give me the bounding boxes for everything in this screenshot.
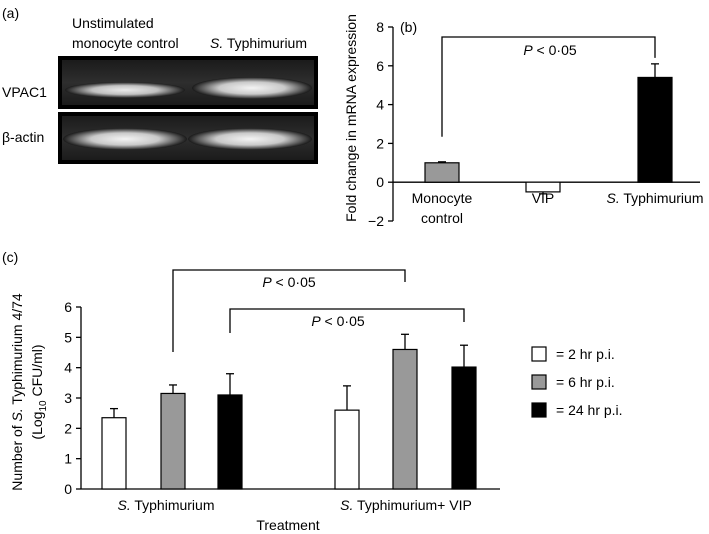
panel-b-chart: (b) Fold change in mRNA expression −2 0 2 4… xyxy=(343,14,704,229)
panel-c-x-axis-title: Treatment xyxy=(256,517,319,533)
panel-c-legend-swatch xyxy=(531,346,547,362)
panel-c-significance-bracket-24hr xyxy=(229,308,465,333)
panel-c-y-tick-label: 1 xyxy=(64,451,72,467)
band-vpac1-control xyxy=(65,82,185,98)
row-label-beta-actin: β-actin xyxy=(2,129,44,145)
panel-c-x-tick-label: S. Typhimurium xyxy=(117,497,214,513)
panel-b-y-tick-label: 6 xyxy=(376,58,384,74)
panel-c-y-tick-label: 0 xyxy=(64,481,72,497)
panel-c-bar xyxy=(392,348,418,490)
panel-c-bar xyxy=(451,366,477,490)
panel-c-p-value-6hr: P < 0·05 xyxy=(262,274,316,290)
panel-b-y-tick-label: −2 xyxy=(368,213,384,229)
panel-c-bar xyxy=(334,409,360,490)
panel-a: (a) Unstimulated monocyte control S. Typ… xyxy=(2,5,318,164)
panel-b-significance-bracket xyxy=(441,36,656,137)
panel-c-bar xyxy=(217,394,243,490)
panel-c-y-axis-title-line2: (Log10 CFU/ml) xyxy=(29,344,49,439)
panel-c-label: (c) xyxy=(2,249,18,265)
panel-c-p-value-24hr: P < 0·05 xyxy=(311,313,365,329)
panel-c-legend-label: = 24 hr p.i. xyxy=(556,402,623,418)
panel-c-legend-label: = 2 hr p.i. xyxy=(556,346,615,362)
panel-c-y-tick-label: 4 xyxy=(64,360,72,376)
band-actin-control xyxy=(63,128,187,150)
panel-b-x-tick-label: S. Typhimurium xyxy=(606,190,703,206)
band-vpac1-typhimurium xyxy=(192,77,312,99)
panel-c-chart: (c) Number of S. Typhimurium 4/74 (Log10… xyxy=(2,249,623,533)
panel-c-legend-swatch xyxy=(531,374,547,390)
lane-label-control-line1: Unstimulated xyxy=(72,15,154,31)
panel-c-y-tick-label: 6 xyxy=(64,299,72,315)
panel-b-label: (b) xyxy=(400,19,417,35)
panel-c-y-tick-label: 5 xyxy=(64,329,72,345)
panel-b-x-tick-label: control xyxy=(421,210,463,226)
lane-label-control-line2: monocyte control xyxy=(72,35,179,51)
lane-label-typhimurium: S. Typhimurium xyxy=(210,35,307,51)
panel-c-y-axis-title-line1: Number of S. Typhimurium 4/74 xyxy=(9,293,25,491)
panel-b-p-value: P < 0·05 xyxy=(523,42,577,58)
panel-c-x-tick-label: S. Typhimurium+ VIP xyxy=(340,497,472,513)
panel-c-bar xyxy=(101,417,127,490)
panel-b-x-tick-label: Monocyte xyxy=(412,190,473,206)
panel-c-legend-label: = 6 hr p.i. xyxy=(556,374,615,390)
panel-c-y-tick-label: 3 xyxy=(64,390,72,406)
panel-b-y-tick-label: 8 xyxy=(376,19,384,35)
panel-b-y-axis-title: Fold change in mRNA expression xyxy=(343,14,359,222)
panel-b-x-tick-label: VIP xyxy=(532,190,555,206)
panel-b-y-tick-label: 2 xyxy=(376,135,384,151)
panel-b-y-tick-label: 0 xyxy=(376,174,384,190)
panel-b-y-tick-label: 4 xyxy=(376,97,384,113)
panel-c-legend-swatch xyxy=(531,402,547,418)
panel-c-y-tick-label: 2 xyxy=(64,420,72,436)
panel-c-significance-bracket-6hr xyxy=(172,269,406,352)
band-actin-typhimurium xyxy=(188,128,312,150)
row-label-vpac1: VPAC1 xyxy=(2,84,47,100)
panel-a-label: (a) xyxy=(2,5,19,21)
panel-b-bar xyxy=(424,162,460,183)
panel-b-bar xyxy=(637,76,673,183)
panel-c-bar xyxy=(160,392,186,490)
